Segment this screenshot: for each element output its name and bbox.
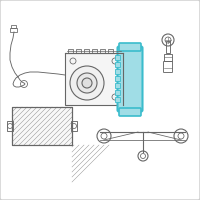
Bar [100, 49, 104, 53]
FancyBboxPatch shape [119, 108, 141, 116]
Bar [115, 69, 120, 74]
Bar [108, 49, 112, 53]
Bar [11, 25, 16, 28]
Bar [12, 107, 72, 145]
Bar [164, 54, 172, 61]
Bar [115, 62, 120, 67]
Bar [65, 53, 123, 105]
Bar [115, 90, 120, 95]
Bar [166, 41, 170, 53]
Bar [84, 49, 88, 53]
Bar [115, 76, 120, 81]
Bar [92, 49, 96, 53]
Circle shape [70, 66, 104, 100]
Bar [12, 107, 72, 145]
Bar [10, 28, 17, 32]
Circle shape [77, 73, 97, 93]
Bar [7, 121, 13, 131]
Bar [115, 55, 120, 60]
FancyBboxPatch shape [118, 46, 142, 112]
Bar [115, 97, 120, 102]
Bar [115, 83, 120, 88]
Bar [71, 121, 77, 131]
Bar [68, 49, 72, 53]
Circle shape [82, 78, 92, 88]
FancyBboxPatch shape [119, 43, 141, 51]
Bar [76, 49, 80, 53]
